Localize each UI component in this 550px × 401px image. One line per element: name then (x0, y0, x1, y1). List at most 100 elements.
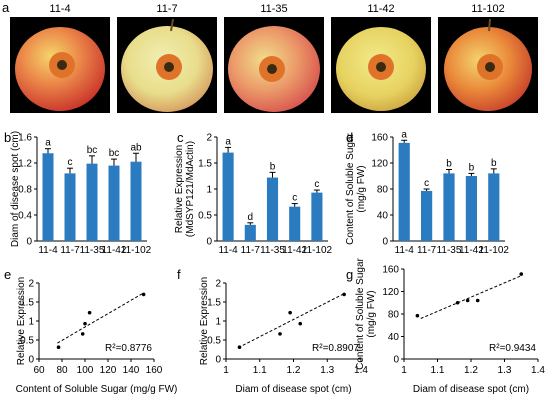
b-y-axis-label: Diam of disease spot (cm) (10, 131, 21, 247)
f-y-tick-label: 0.5 (207, 336, 221, 347)
e-data-point (87, 310, 92, 315)
d-bar (488, 173, 500, 241)
e-trend-line (57, 293, 143, 344)
c-bar (266, 177, 279, 241)
b-significance-letter: a (45, 138, 51, 149)
d-significance-letter: a (401, 129, 407, 140)
d-bar (421, 190, 433, 241)
g-y-tick-label: 80 (388, 310, 400, 321)
c-significance-letter: a (225, 136, 231, 147)
panel-letter-f: f (177, 267, 181, 282)
e-x-tick-label: 100 (77, 365, 94, 376)
b-significance-letter: bc (87, 145, 98, 156)
f-x-tick-label: 1.3 (320, 365, 334, 376)
d-x-tick-label: 11-35 (437, 245, 462, 256)
d-y-axis-label: Content of Soluble Sugar (345, 132, 356, 244)
d-x-tick-label: 11-7 (417, 245, 437, 256)
b-bar (130, 161, 142, 241)
d-significance-letter: c (424, 178, 429, 189)
e-x-tick-label: 140 (123, 365, 140, 376)
f-y-axis-label: Relative Expression (199, 277, 210, 365)
panel-letter-d: d (346, 130, 353, 145)
b-bar (108, 165, 120, 241)
panel-letter-g: g (346, 267, 353, 282)
f-y-tick-label: 1.5 (207, 298, 221, 309)
g-r-squared: R²=0.9434 (489, 343, 536, 354)
d-x-tick-label: 11-42 (459, 245, 484, 256)
g-y-axis-label: Content of Soluble Sugar (355, 257, 366, 369)
b-significance-letter: ab (130, 142, 142, 153)
f-data-point (237, 345, 242, 350)
d-y-tick-label: 0 (382, 237, 388, 248)
g-x-axis-label: Diam of disease spot (cm) (413, 384, 529, 395)
d-significance-letter: b (469, 162, 475, 173)
e-data-point (56, 345, 61, 350)
e-y-tick-label: 0 (28, 355, 34, 366)
d-y-tick-label: 40 (377, 211, 389, 222)
f-data-point (342, 292, 346, 297)
f-data-point (298, 321, 303, 326)
b-bar (42, 153, 54, 241)
d-y-tick-label: 120 (371, 159, 388, 170)
apple-photo-3 (224, 17, 324, 113)
apple-label-1: 11-4 (49, 3, 71, 15)
e-r-squared: R²=0.8776 (105, 343, 152, 354)
apple-photo-2 (117, 17, 217, 113)
e-y-tick-label: 1 (28, 317, 34, 328)
e-x-axis-label: Content of Soluble Sugar (mg/g FW) (16, 384, 178, 395)
panel-letter-b: b (4, 130, 11, 145)
e-data-point (141, 292, 146, 297)
b-y-tick-label: 1.6 (18, 133, 32, 144)
b-y-tick-label: 0 (26, 237, 32, 248)
g-data-point (455, 300, 460, 305)
d-y-tick-label: 80 (377, 185, 389, 196)
e-y-tick-label: 2 (28, 279, 34, 290)
c-bar (222, 152, 234, 241)
d-bar (398, 142, 410, 241)
d-y-axis-label: (mg/g FW) (356, 165, 367, 212)
d-x-tick-label: 11-4 (395, 245, 415, 256)
apple-photo-1 (10, 17, 110, 113)
b-x-tick-label: 11-102 (121, 245, 152, 256)
b-y-tick-label: 0.4 (18, 211, 32, 222)
c-x-tick-label: 11-35 (260, 245, 285, 256)
g-data-point (465, 298, 470, 303)
c-y-tick-label: 1 (206, 185, 212, 196)
f-y-tick-label: 1 (215, 317, 221, 328)
e-y-axis-label: Relative Expression (16, 277, 27, 365)
e-x-tick-label: 160 (146, 365, 163, 376)
c-x-tick-label: 11-42 (282, 245, 307, 256)
c-x-tick-label: 11-4 (218, 245, 238, 256)
d-x-tick-label: 11-102 (479, 245, 510, 256)
panel-letter-a: a (2, 0, 10, 15)
b-significance-letter: bc (109, 148, 120, 159)
c-y-axis-label: Relative Expression (174, 145, 185, 233)
e-x-tick-label: 120 (100, 365, 117, 376)
g-y-tick-label: 0 (393, 355, 399, 366)
g-x-tick-label: 1.2 (464, 365, 478, 376)
d-significance-letter: b (491, 158, 497, 169)
d-bar (443, 173, 455, 241)
f-x-axis-label: Diam of disease spot (cm) (235, 384, 351, 395)
e-data-point (80, 332, 85, 336)
c-significance-letter: b (270, 161, 276, 172)
f-data-point (278, 332, 282, 336)
c-significance-letter: d (248, 212, 254, 223)
c-y-tick-label: 1.5 (198, 159, 212, 170)
g-data-point (519, 272, 524, 276)
g-trend-line (420, 275, 522, 319)
b-y-tick-label: 0.8 (18, 185, 32, 196)
f-trend-line (242, 293, 345, 346)
g-data-point (475, 298, 480, 303)
apple-label-2: 11-7 (156, 3, 178, 15)
b-x-tick-label: 11-4 (38, 245, 58, 256)
c-y-tick-label: 0.5 (198, 211, 212, 222)
b-y-tick-label: 1.2 (18, 159, 32, 170)
g-x-tick-label: 1 (401, 365, 407, 376)
f-x-tick-label: 1 (223, 365, 229, 376)
g-data-point (415, 313, 420, 318)
c-y-axis-label: (MdSYP121/MdActin) (185, 141, 196, 237)
g-x-tick-label: 1.3 (498, 365, 512, 376)
c-bar (311, 192, 323, 241)
g-y-axis-label: (mg/g FW) (366, 290, 377, 337)
